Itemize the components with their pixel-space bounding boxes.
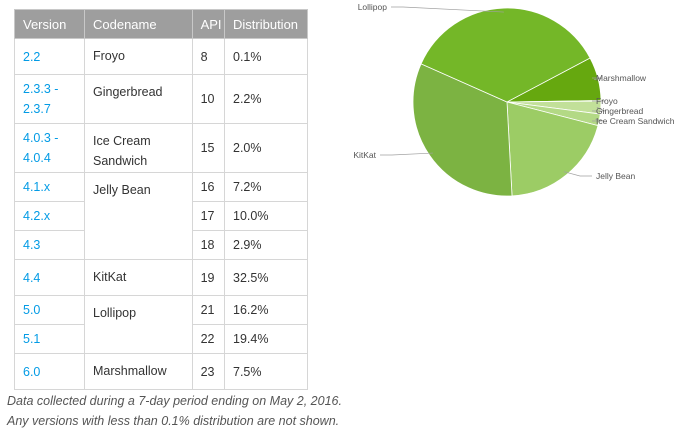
version-link[interactable]: 2.3.3 - 2.3.7	[14, 74, 85, 124]
pie-slice-jelly-bean	[506, 101, 599, 197]
pie-label-jelly-bean: Jelly Bean	[596, 171, 635, 181]
distribution-cell: 2.9%	[224, 230, 308, 260]
table-row: 4.2.x 17 10.0%	[14, 201, 308, 231]
codename-cell: Jelly Bean	[84, 172, 193, 260]
distribution-cell: 32.5%	[224, 259, 308, 296]
version-link[interactable]: 4.3	[14, 230, 85, 260]
leader-line-gingerbread	[592, 107, 605, 112]
table-row: 5.1 22 19.4%	[14, 324, 308, 354]
version-link[interactable]: 4.0.3 - 4.0.4	[14, 123, 85, 173]
codename-cell: Ice Cream Sandwich	[84, 123, 193, 173]
table-row: 5.0 Lollipop 21 16.2%	[14, 295, 308, 354]
header-distribution: Distribution	[224, 9, 308, 39]
distribution-cell: 19.4%	[224, 324, 308, 354]
table-row: 2.3.3 - 2.3.7 Gingerbread 10 2.2%	[14, 74, 308, 124]
distribution-cell: 16.2%	[224, 295, 308, 325]
leader-line-kitkat	[380, 152, 433, 156]
table-row: 4.1.x Jelly Bean 16 7.2%	[14, 172, 308, 260]
distribution-cell: 7.2%	[224, 172, 308, 202]
codename-cell: KitKat	[84, 259, 193, 296]
leader-line-lollipop	[391, 6, 504, 13]
pie-label-ice-cream-sandwich: Ice Cream Sandwich	[596, 116, 675, 126]
leader-line-ice-cream-sandwich	[592, 118, 604, 122]
api-cell: 22	[191, 324, 226, 354]
pie-label-marshmallow: Marshmallow	[596, 73, 647, 83]
distribution-cell: 7.5%	[224, 353, 308, 390]
codename-cell: Lollipop	[84, 295, 193, 354]
api-cell: 15	[191, 123, 226, 173]
table-row: 4.4 KitKat 19 32.5%	[14, 259, 308, 296]
header-version: Version	[14, 9, 85, 39]
codename-cell: Froyo	[84, 38, 193, 75]
distribution-cell: 0.1%	[224, 38, 308, 75]
api-cell: 23	[191, 353, 226, 390]
table-row: 4.3 18 2.9%	[14, 230, 308, 260]
table-row: 4.0.3 - 4.0.4 Ice Cream Sandwich 15 2.0%	[14, 123, 308, 173]
codename-cell: Marshmallow	[84, 353, 193, 390]
version-link[interactable]: 6.0	[14, 353, 85, 390]
version-link[interactable]: 5.0	[14, 295, 85, 325]
footnote-data-period: Data collected during a 7-day period end…	[7, 394, 342, 408]
distribution-cell: 2.2%	[224, 74, 308, 124]
api-cell: 16	[191, 172, 226, 202]
pie-slice-kitkat	[412, 63, 513, 197]
table-row: 2.2 Froyo 8 0.1%	[14, 38, 308, 75]
version-link[interactable]: 5.1	[14, 324, 85, 354]
version-link[interactable]: 2.2	[14, 38, 85, 75]
pie-slice-lollipop	[420, 7, 591, 103]
leader-line-jelly-bean	[563, 171, 592, 177]
codename-cell: Gingerbread	[84, 74, 193, 124]
api-cell: 10	[191, 74, 226, 124]
api-cell: 18	[191, 230, 226, 260]
leader-line-marshmallow	[592, 77, 603, 80]
api-cell: 8	[191, 38, 226, 75]
table-row: 6.0 Marshmallow 23 7.5%	[14, 353, 308, 390]
distribution-table: Version Codename API Distribution 2.2 Fr…	[14, 9, 308, 390]
pie-label-gingerbread: Gingerbread	[596, 106, 644, 116]
distribution-cell: 2.0%	[224, 123, 308, 173]
api-cell: 21	[191, 295, 226, 325]
version-link[interactable]: 4.4	[14, 259, 85, 296]
header-api: API	[191, 9, 226, 39]
footnote-threshold: Any versions with less than 0.1% distrib…	[7, 414, 340, 428]
header-codename: Codename	[84, 9, 193, 39]
pie-label-froyo: Froyo	[596, 96, 618, 106]
pie-label-lollipop: Lollipop	[358, 2, 388, 12]
distribution-cell: 10.0%	[224, 201, 308, 231]
version-link[interactable]: 4.2.x	[14, 201, 85, 231]
api-cell: 17	[191, 201, 226, 231]
api-cell: 19	[191, 259, 226, 296]
table-header-row: Version Codename API Distribution	[14, 9, 308, 39]
version-link[interactable]: 4.1.x	[14, 172, 85, 202]
pie-label-kitkat: KitKat	[353, 150, 376, 160]
